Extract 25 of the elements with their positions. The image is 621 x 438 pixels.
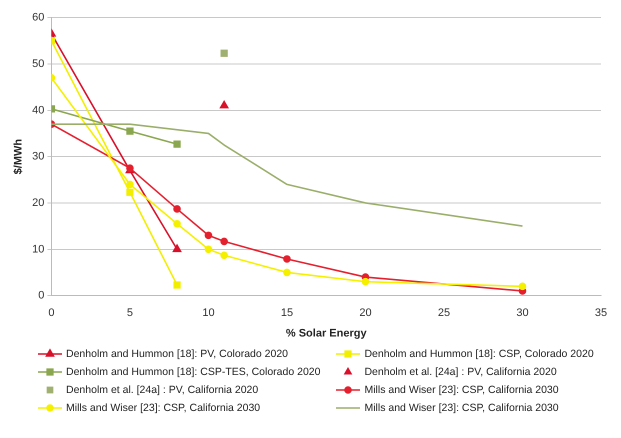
legend-label: Denholm et al. [24a] : PV, California 2020 <box>364 366 557 378</box>
y-axis-title: $/MWh <box>12 138 25 174</box>
legend-label: Mills and Wiser [23]: CSP, California 2030 <box>66 402 260 414</box>
x-tick-label: 30 <box>516 307 529 320</box>
x-tick-label: 25 <box>438 307 450 320</box>
y-tick-label: 10 <box>32 243 44 256</box>
legend-label: Denholm et al. [24a] : PV, California 2020 <box>66 384 258 396</box>
x-axis-title: % Solar Energy <box>286 327 368 340</box>
y-tick-label: 30 <box>32 150 44 163</box>
y-tick-label: 50 <box>32 58 44 70</box>
x-tick-label: 35 <box>594 307 608 320</box>
legend-label: Denholm and Hummon [18]: PV, Colorado 2020 <box>66 348 288 360</box>
x-tick-label: 20 <box>359 307 372 320</box>
x-tick-label: 10 <box>202 307 215 320</box>
legend-label: Mills and Wiser [23]: CSP, California 2030 <box>364 384 559 396</box>
legend-label: Denholm and Hummon [18]: CSP-TES, Colorado 2020 <box>66 366 320 378</box>
y-tick-label: 60 <box>32 12 44 24</box>
x-tick-label: 0 <box>48 307 54 320</box>
x-tick-label: 5 <box>126 307 134 320</box>
legend-label: Denholm and Hummon [18]: CSP, Colorado 2020 <box>364 348 594 360</box>
y-tick-label: 20 <box>32 196 44 209</box>
x-tick-label: 15 <box>280 307 294 320</box>
y-tick-label: 0 <box>38 290 44 302</box>
legend-label: Mills and Wiser [23]: CSP, California 2030 <box>364 402 559 414</box>
y-tick-label: 40 <box>32 104 44 116</box>
